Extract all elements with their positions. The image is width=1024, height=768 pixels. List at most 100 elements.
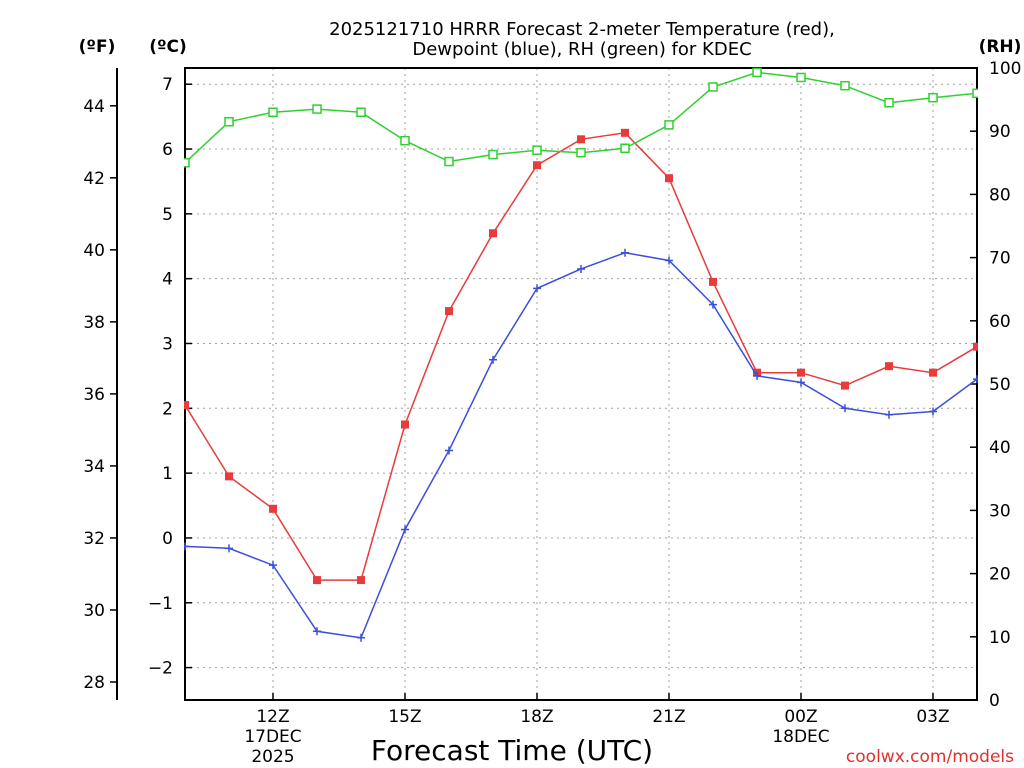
temperature-point	[401, 420, 409, 429]
rh-point	[184, 158, 190, 168]
temperature-point	[225, 472, 233, 481]
f-tick-label: 38	[83, 313, 105, 333]
rh-point	[884, 98, 894, 108]
x-tick-label: 18Z	[520, 707, 553, 727]
rh-tick-label: 50	[989, 375, 1011, 395]
rh-tick-label: 90	[989, 122, 1011, 142]
temperature-point	[797, 368, 805, 377]
dewpoint-point	[753, 371, 761, 380]
plot-gridlines	[185, 68, 977, 700]
x-axis-title: Forecast Time (UTC)	[371, 734, 653, 767]
x-tick-label: 03Z	[916, 707, 949, 727]
fahrenheit-axis-unit: (ºF)	[79, 37, 116, 57]
rh-point	[576, 147, 586, 158]
rh-tick-label: 40	[989, 438, 1011, 458]
c-tick-label: 6	[162, 140, 173, 160]
rh-point	[620, 143, 630, 154]
rh-tick-label: 80	[989, 185, 1011, 205]
dewpoint-point	[401, 525, 409, 534]
temperature-point	[533, 161, 541, 170]
x-tick-label: 21Z	[652, 707, 685, 727]
c-tick-label: 5	[162, 205, 173, 225]
dewpoint-point	[973, 375, 978, 384]
dewpoint-point	[184, 542, 189, 551]
rh-point	[488, 149, 498, 160]
rh-point	[444, 156, 454, 167]
series-rh	[184, 67, 978, 168]
f-tick-label: 40	[83, 241, 105, 261]
rh-tick-label: 30	[989, 501, 1011, 521]
temperature-point	[665, 174, 673, 183]
c-tick-label: 1	[162, 464, 173, 484]
dewpoint-point	[357, 633, 365, 642]
dewpoint-point	[445, 446, 453, 455]
temperature-point	[184, 401, 189, 410]
dewpoint-point	[577, 264, 585, 273]
temperature-point	[577, 135, 585, 144]
rh-point	[664, 120, 674, 130]
rh-point	[224, 116, 234, 127]
rh-point	[268, 107, 278, 117]
c-tick-label: 2	[162, 399, 173, 419]
credit-text: coolwx.com/models	[846, 747, 1014, 767]
f-tick-label: 36	[83, 385, 105, 405]
dewpoint-point	[533, 284, 541, 293]
c-tick-label: 0	[162, 529, 173, 549]
temperature-point	[709, 277, 717, 286]
temperature-point	[929, 368, 937, 377]
temperature-point	[489, 229, 497, 238]
temperature-point	[269, 504, 277, 513]
x-tick-label: 00Z	[784, 707, 817, 727]
dewpoint-point	[665, 256, 673, 265]
c-tick-label: 7	[162, 75, 173, 95]
dewpoint-point	[929, 407, 937, 416]
f-tick-label: 34	[83, 457, 105, 477]
x-tick-date-label: 17DEC	[244, 727, 301, 747]
f-tick-label: 42	[83, 169, 105, 189]
f-tick-label: 30	[83, 601, 105, 621]
temperature-point	[357, 576, 365, 585]
dewpoint-point	[269, 561, 277, 570]
dewpoint-point	[797, 378, 805, 387]
c-tick-label: −2	[148, 659, 173, 679]
temperature-point	[973, 342, 978, 351]
rh-point	[752, 67, 762, 78]
c-tick-label: 4	[162, 270, 173, 290]
temperature-point	[841, 381, 849, 390]
rh-tick-label: 20	[989, 565, 1011, 585]
dewpoint-point	[885, 410, 893, 419]
dewpoint-point	[313, 627, 321, 636]
dewpoint-point	[709, 300, 717, 309]
rh-tick-label: 60	[989, 312, 1011, 332]
rh-tick-label: 0	[989, 691, 1000, 711]
c-tick-label: 3	[162, 334, 173, 354]
rh-point	[312, 104, 322, 114]
dewpoint-point	[621, 248, 629, 257]
temperature-point	[885, 362, 893, 371]
rh-point	[532, 145, 542, 155]
rh-tick-label: 100	[989, 59, 1021, 79]
rh-point	[796, 72, 806, 83]
plot-frame	[184, 67, 978, 701]
celsius-axis-unit: (ºC)	[149, 37, 187, 57]
f-tick-label: 44	[83, 97, 105, 117]
rh-point	[840, 80, 850, 91]
temperature-point	[621, 128, 629, 137]
chart-title-line1: 2025121710 HRRR Forecast 2-meter Tempera…	[329, 19, 835, 40]
x-tick-year-label: 2025	[251, 747, 294, 767]
temperature-point	[313, 576, 321, 585]
plot-axes	[110, 67, 978, 701]
series-temperature	[184, 128, 978, 585]
dewpoint-point	[841, 404, 849, 413]
chart-title-line2: Dewpoint (blue), RH (green) for KDEC	[412, 39, 751, 60]
f-tick-label: 28	[83, 673, 105, 693]
rh-point	[708, 82, 718, 92]
x-tick-label: 12Z	[256, 707, 289, 727]
temperature-line	[184, 132, 978, 581]
temperature-point	[445, 307, 453, 316]
rh-point	[356, 107, 366, 117]
x-tick-label: 15Z	[388, 707, 421, 727]
dewpoint-line	[184, 251, 978, 639]
series-dewpoint	[184, 248, 978, 642]
